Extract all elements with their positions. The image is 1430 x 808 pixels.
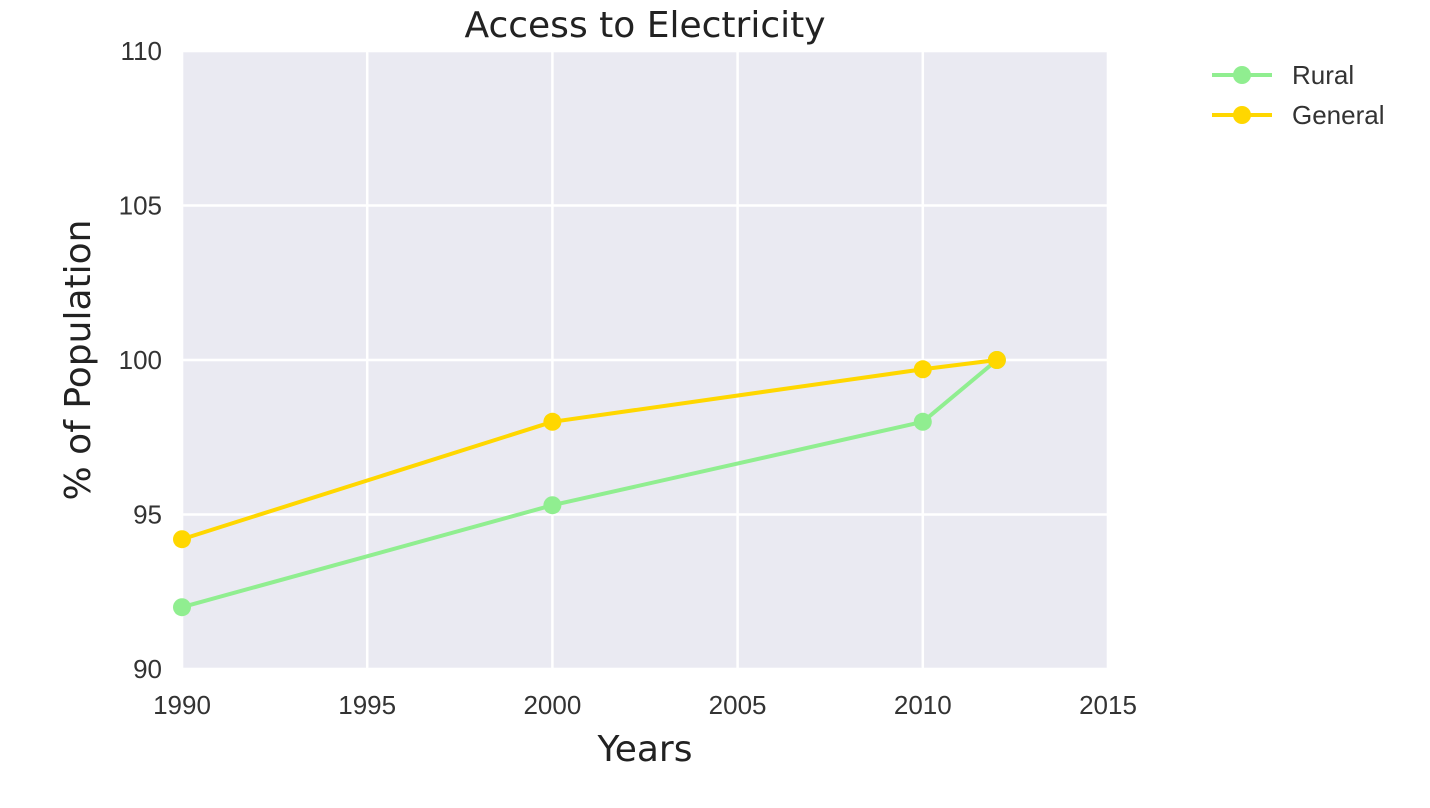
x-axis-label: Years xyxy=(597,729,693,770)
y-tick-label: 95 xyxy=(133,500,162,530)
data-point-general xyxy=(987,351,1006,369)
x-axis-ticks: 1990 1995 2000 2005 2010 2015 xyxy=(153,690,1137,720)
data-point-general xyxy=(543,412,562,431)
x-tick-label: 2000 xyxy=(523,690,581,720)
legend-marker-rural xyxy=(1233,66,1251,84)
x-tick-label: 1995 xyxy=(338,690,396,720)
grid-lines xyxy=(180,49,1110,671)
legend-item-general: General xyxy=(1212,100,1385,130)
series-line-rural xyxy=(181,358,999,610)
x-tick-label: 2010 xyxy=(894,690,952,720)
data-point-rural xyxy=(543,496,562,515)
y-tick-label: 110 xyxy=(121,36,162,66)
series-general xyxy=(173,351,1006,549)
data-point-general xyxy=(913,360,932,379)
series-line-general xyxy=(181,358,998,542)
legend-item-rural: Rural xyxy=(1212,60,1354,90)
y-axis-ticks: 90 95 100 105 110 xyxy=(119,36,162,684)
legend: Rural General xyxy=(1212,60,1385,130)
x-tick-label: 1990 xyxy=(153,690,211,720)
data-point-rural xyxy=(913,412,932,431)
y-tick-label: 90 xyxy=(133,654,162,684)
legend-marker-general xyxy=(1233,106,1251,124)
data-series xyxy=(173,351,1006,617)
legend-label-general: General xyxy=(1292,100,1385,130)
x-tick-label: 2015 xyxy=(1079,690,1137,720)
y-axis-label: % of Population xyxy=(58,220,99,501)
chart-title: Access to Electricity xyxy=(464,5,825,46)
data-point-rural xyxy=(173,598,191,617)
legend-label-rural: Rural xyxy=(1292,60,1354,90)
y-tick-label: 100 xyxy=(119,345,162,375)
y-tick-label: 105 xyxy=(119,191,162,221)
data-point-general xyxy=(173,530,191,549)
x-tick-label: 2005 xyxy=(709,690,767,720)
